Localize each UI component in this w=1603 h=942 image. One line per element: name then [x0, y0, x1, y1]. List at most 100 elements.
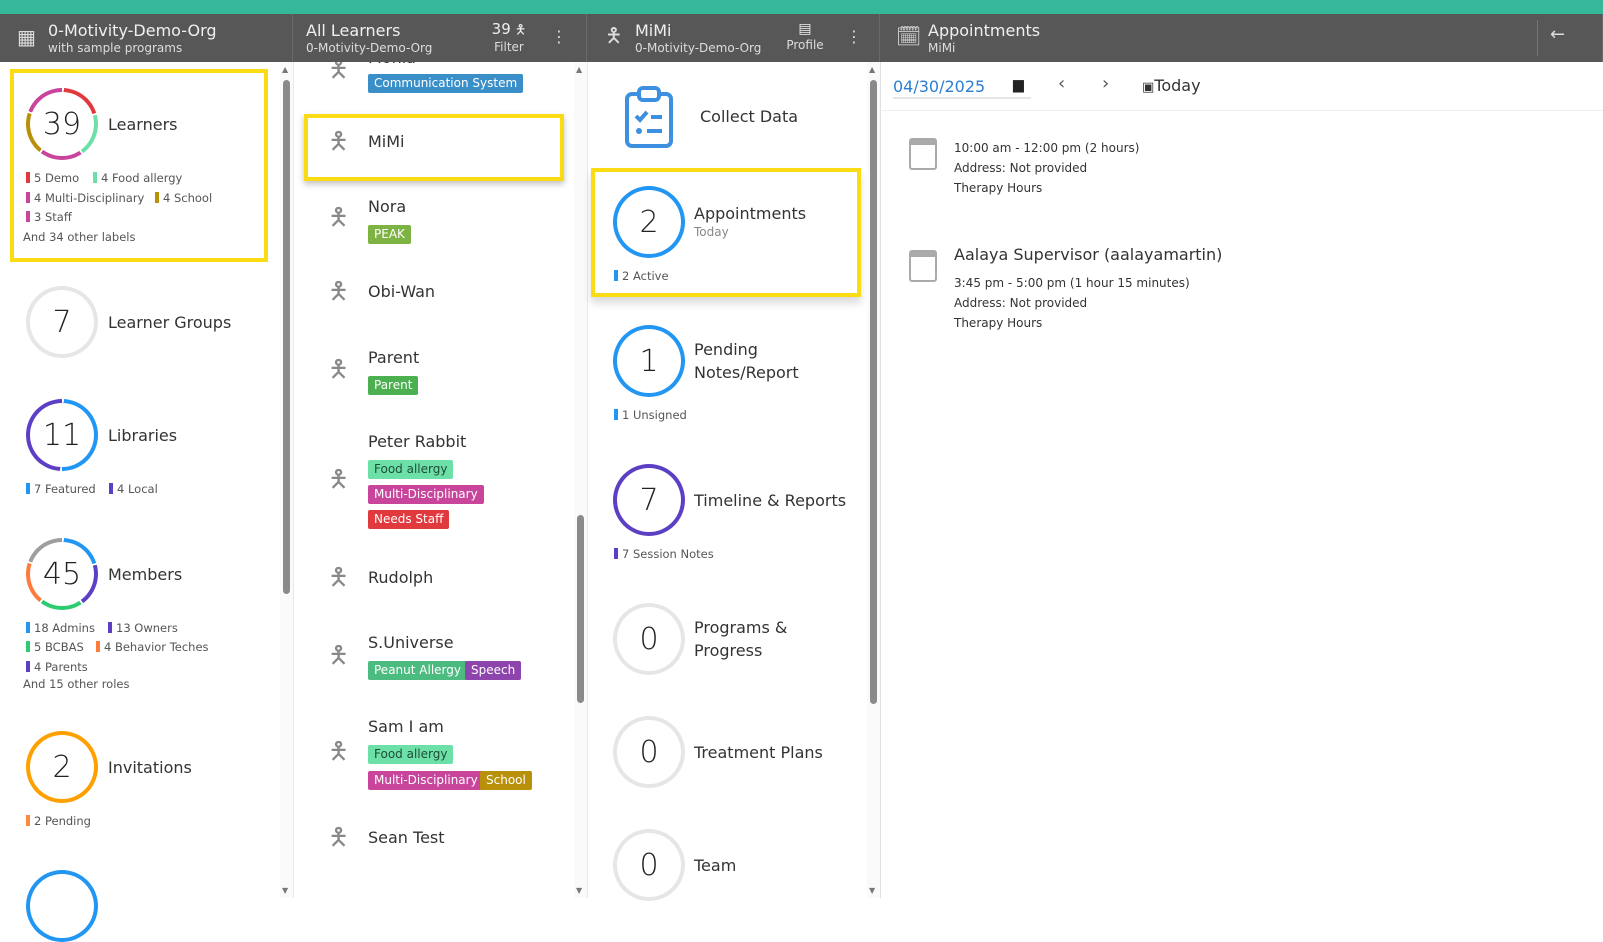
calendar-picker-icon[interactable]: ▆ — [1013, 77, 1024, 93]
date-value: 04/30/2025 — [893, 77, 986, 96]
profile-label: Profile — [786, 38, 824, 52]
back-arrow-icon[interactable]: ← — [1550, 24, 1566, 45]
learner-name: Sam I am — [368, 717, 444, 736]
more-vertical-icon[interactable]: ⋮ — [551, 27, 567, 46]
legend-item: 13 Owners — [108, 621, 178, 635]
learners-card-highlight[interactable] — [10, 69, 268, 262]
legend-item: 5 BCBAS — [26, 640, 84, 654]
app-top-bar — [0, 0, 1603, 14]
next-day-button[interactable]: › — [1102, 73, 1110, 94]
person-icon: 🯅 — [328, 203, 350, 231]
learner-tag: Multi-Disciplinary — [368, 771, 484, 790]
plans-count: 0 — [617, 720, 681, 784]
learner-name: Sean Test — [368, 828, 445, 847]
legend-item: 4 Local — [109, 482, 158, 496]
person-icon: 🯅 — [328, 277, 350, 305]
legend-item: 2 Pending — [26, 814, 91, 828]
learners-title: All Learners — [306, 21, 401, 40]
learner-tag: PEAK — [368, 225, 411, 244]
legend-more: And 15 other roles — [23, 677, 130, 691]
calendar-icon — [909, 250, 937, 282]
legend-item: 4 School — [155, 191, 212, 205]
notes-ring: 1 — [613, 325, 685, 397]
learner-tag: Peanut Allergy — [368, 661, 467, 680]
appointments-subtitle: MiMi — [928, 41, 956, 55]
divider — [1537, 20, 1538, 56]
learner-menu-scrollbar[interactable]: ▲ ▼ — [867, 62, 880, 898]
appointments-card-highlight[interactable] — [591, 168, 861, 297]
divider — [880, 110, 1603, 111]
appointments-ring: 2 — [613, 186, 685, 258]
person-icon: 🯅 — [328, 641, 350, 669]
invitations-label[interactable]: Invitations — [108, 758, 192, 777]
legend-item: 2 Active — [614, 269, 669, 283]
calendar-icon — [909, 138, 937, 170]
appointment-address: Address: Not provided — [954, 296, 1088, 310]
collect-data-button[interactable]: Collect Data — [600, 80, 850, 155]
legend-item: 3 Staff — [26, 210, 72, 224]
treatment-plans-label[interactable]: Treatment Plans — [694, 743, 823, 762]
appointments-title: Appointments — [928, 21, 1041, 40]
more-vertical-icon[interactable]: ⋮ — [846, 27, 862, 46]
date-input[interactable]: 04/30/2025 ▆ — [893, 74, 1031, 99]
learner-tag: Communication System — [368, 74, 524, 93]
person-icon: 🯅 — [328, 62, 350, 83]
team-ring: 0 — [613, 829, 685, 901]
building-icon: ▦ — [17, 25, 36, 49]
legend-item: 7 Session Notes — [614, 547, 714, 561]
filter-button[interactable]: 39 🯅 Filter — [483, 20, 535, 55]
timeline-label[interactable]: Timeline & Reports — [694, 491, 847, 510]
programs-label-1[interactable]: Programs & — [694, 618, 788, 637]
learner-name: Monia — [368, 62, 416, 67]
profile-button[interactable]: ▤ Profile — [783, 20, 827, 53]
appointments-sub: Today — [694, 225, 729, 239]
team-label[interactable]: Team — [694, 856, 737, 875]
learner-count: 39 — [491, 20, 511, 38]
appointment-address: Address: Not provided — [954, 161, 1088, 175]
learners-label[interactable]: Learners — [108, 115, 178, 134]
appointments-header: 🗓 Appointments MiMi ← — [880, 14, 1603, 62]
learner-name: Parent — [368, 348, 420, 367]
calendar-today-icon: ▣ — [1142, 80, 1155, 95]
person-icon: 🯅 — [328, 465, 350, 493]
selected-learner-highlight[interactable] — [304, 114, 564, 181]
learner-list: 🯅 Monia Communication System 🯅 MiMi 🯅 Nora P… — [293, 62, 574, 898]
notes-label-2[interactable]: Notes/Report — [694, 363, 799, 382]
timeline-count: 7 — [617, 468, 681, 532]
learner-groups-label[interactable]: Learner Groups — [108, 313, 232, 332]
members-count: 45 — [30, 542, 94, 606]
org-header[interactable]: ▦ 0-Motivity-Demo-Org with sample progra… — [0, 14, 293, 62]
clipboard-check-icon — [625, 86, 673, 148]
learner-name: MiMi — [368, 132, 405, 151]
members-label[interactable]: Members — [108, 565, 183, 584]
libraries-ring: 11 — [26, 399, 98, 471]
legend-item: 4 Food allergy — [93, 171, 182, 185]
learners-count: 39 — [30, 92, 94, 156]
person-icon: 🯅 — [328, 563, 350, 591]
learner-title: MiMi — [635, 21, 672, 40]
dashboard-scrollbar[interactable]: ▲ ▼ — [280, 62, 293, 898]
org-subtitle: with sample programs — [48, 41, 183, 55]
learner-tag: Parent — [368, 376, 419, 395]
appointment-title: Aalaya Supervisor (aalayamartin) — [954, 245, 1223, 264]
libraries-label[interactable]: Libraries — [108, 426, 178, 445]
person-icon: 🯅 — [328, 823, 350, 851]
previous-day-button[interactable]: ‹ — [1058, 73, 1066, 94]
learner-list-scrollbar[interactable]: ▲ ▼ — [574, 62, 587, 898]
appointments-label: Appointments — [694, 204, 807, 223]
legend-item: 18 Admins — [26, 621, 95, 635]
legend-item: 4 Parents — [26, 660, 88, 674]
learner-tag: School — [480, 771, 532, 790]
learner-tag: Multi-Disciplinary — [368, 485, 484, 504]
profile-card-icon: ▤ — [798, 21, 812, 37]
today-button[interactable]: ▣Today — [1142, 76, 1201, 97]
timeline-ring: 7 — [613, 464, 685, 536]
legend-item: 4 Behavior Teches — [96, 640, 209, 654]
notes-label-1[interactable]: Pending — [694, 340, 758, 359]
legend-item: 4 Multi-Disciplinary — [26, 191, 144, 205]
person-icon: 🯅 — [328, 127, 350, 155]
programs-label-2[interactable]: Progress — [694, 641, 763, 660]
collect-data-label: Collect Data — [700, 107, 799, 126]
learner-tag: Food allergy — [368, 460, 454, 479]
learner-name: Nora — [368, 197, 407, 216]
